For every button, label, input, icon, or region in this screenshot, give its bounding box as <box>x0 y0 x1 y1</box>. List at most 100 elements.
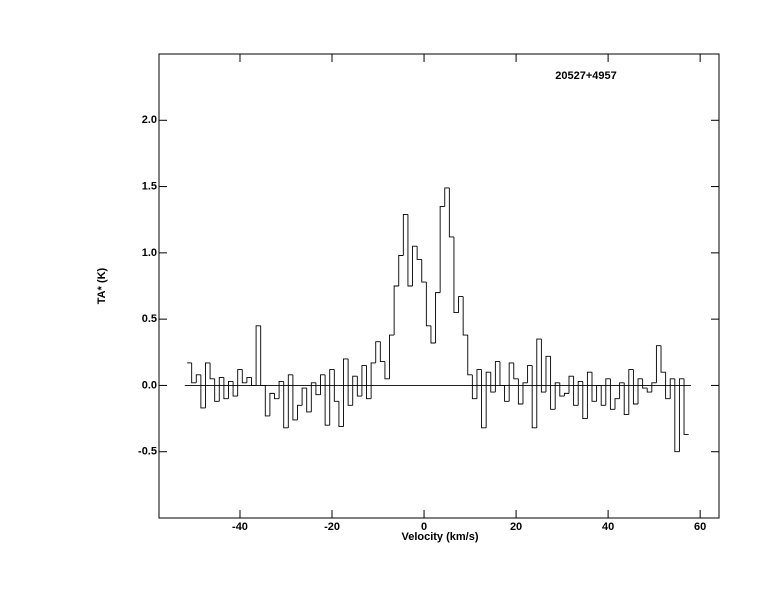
spectrum-step <box>287 374 293 428</box>
spectrum-step <box>205 362 211 408</box>
spectrum-step <box>416 246 422 260</box>
spectrum-step <box>306 388 312 413</box>
y-tick-label: 2.0 <box>142 114 157 126</box>
spectrum-step <box>476 369 482 399</box>
spectrum-step <box>619 382 625 399</box>
spectrum-step <box>550 356 556 410</box>
spectrum-step <box>490 372 496 393</box>
plot-frame <box>158 53 720 519</box>
spectrum-step <box>559 382 565 397</box>
spectrum-step <box>508 362 514 402</box>
spectrum-step <box>467 335 473 376</box>
spectrum-step <box>591 372 597 402</box>
spectrum-step <box>379 341 385 363</box>
spectrum-step <box>628 369 634 415</box>
spectrum-step <box>333 369 339 402</box>
spectrum-step <box>522 382 528 404</box>
spectrum-step <box>678 378 685 452</box>
spectrum-step <box>669 378 675 399</box>
spectrum-step <box>251 377 257 386</box>
x-tick-label: 20 <box>510 521 522 533</box>
x-tick-label: -40 <box>232 521 248 533</box>
spectrum-step <box>274 393 280 400</box>
spectrum-step <box>338 401 344 427</box>
spectrum-step <box>195 374 201 383</box>
spectrum-step <box>605 378 611 406</box>
spectrum-step <box>425 282 431 327</box>
spectrum-step <box>453 236 459 313</box>
spectrum-step <box>471 374 477 400</box>
spectrum-step <box>651 382 657 393</box>
spectrum-step <box>563 392 569 397</box>
spectrum-step <box>545 355 551 393</box>
spectrum-step <box>209 362 215 380</box>
spectrum-step <box>642 378 648 389</box>
spectrum-step <box>536 338 542 428</box>
spectrum-step <box>573 376 579 406</box>
spectrum-step <box>600 385 606 406</box>
spectrum-step <box>407 214 413 287</box>
spectrum-step <box>531 365 537 429</box>
spectrum-step <box>370 362 376 399</box>
spectrum-step <box>228 381 234 399</box>
spectrum-step <box>283 381 289 429</box>
spectrum-step <box>614 398 620 410</box>
spectrum-step <box>246 377 252 383</box>
spectrum-step <box>352 375 358 406</box>
x-tick-label: 60 <box>694 521 706 533</box>
spectrum-step <box>513 362 519 380</box>
spectrum-step <box>232 381 238 397</box>
spectrum-step <box>462 296 468 336</box>
spectrum-step <box>343 358 349 427</box>
spectrum-step <box>632 369 639 405</box>
spectrum-step <box>278 381 284 399</box>
y-axis-label: TA* (K) <box>96 267 108 304</box>
spectrum-step <box>366 365 372 400</box>
y-tick-label: 0.0 <box>142 379 157 391</box>
spectrum-step <box>384 361 390 380</box>
y-tick-label: 1.0 <box>142 247 157 259</box>
spectrum-step <box>393 285 399 336</box>
spectrum-step <box>269 392 275 416</box>
y-tick-label: 0.5 <box>142 313 157 325</box>
spectrum-step <box>655 345 662 383</box>
spectrum-step <box>237 369 243 397</box>
spectrum-step <box>260 325 266 386</box>
chart-title: 20527+4957 <box>555 70 616 82</box>
spectrum-step <box>375 341 381 363</box>
spectrum-step <box>297 404 303 420</box>
spectrum-step <box>361 365 367 397</box>
spectrum-step <box>568 375 574 394</box>
spectrum-step <box>660 345 666 373</box>
spectrum-step <box>586 371 592 419</box>
x-tick-label: 0 <box>421 521 427 533</box>
spectrum-step <box>609 378 616 410</box>
spectrum-step <box>527 365 533 383</box>
spectrum-step <box>444 187 450 207</box>
spectrum-step <box>485 371 491 428</box>
spectrum-step <box>499 361 505 386</box>
spectrum-step <box>421 259 427 283</box>
spectrum-step <box>398 255 404 286</box>
spectrum-step <box>448 187 454 238</box>
y-tick-label: 1.5 <box>142 180 157 192</box>
x-tick-label: -20 <box>324 521 340 533</box>
spectrum-step <box>637 378 643 404</box>
spectrum-step <box>241 369 247 384</box>
spectrum-step <box>301 387 307 406</box>
spectrum-step <box>683 378 689 435</box>
spectrum-step <box>577 381 583 406</box>
spectrum-step <box>674 378 680 453</box>
x-tick-label: 40 <box>602 521 614 533</box>
spectrum-step <box>402 213 408 256</box>
spectrum-step <box>191 362 197 384</box>
spectrum-step <box>430 325 436 344</box>
spectrum-step <box>494 361 500 393</box>
spectrum-step <box>435 292 441 344</box>
spectrum-step <box>315 382 321 396</box>
spectrum-step <box>356 376 362 397</box>
spectrum-step <box>665 372 671 400</box>
spectrum-step <box>458 296 464 313</box>
spectrum-step <box>554 382 560 410</box>
